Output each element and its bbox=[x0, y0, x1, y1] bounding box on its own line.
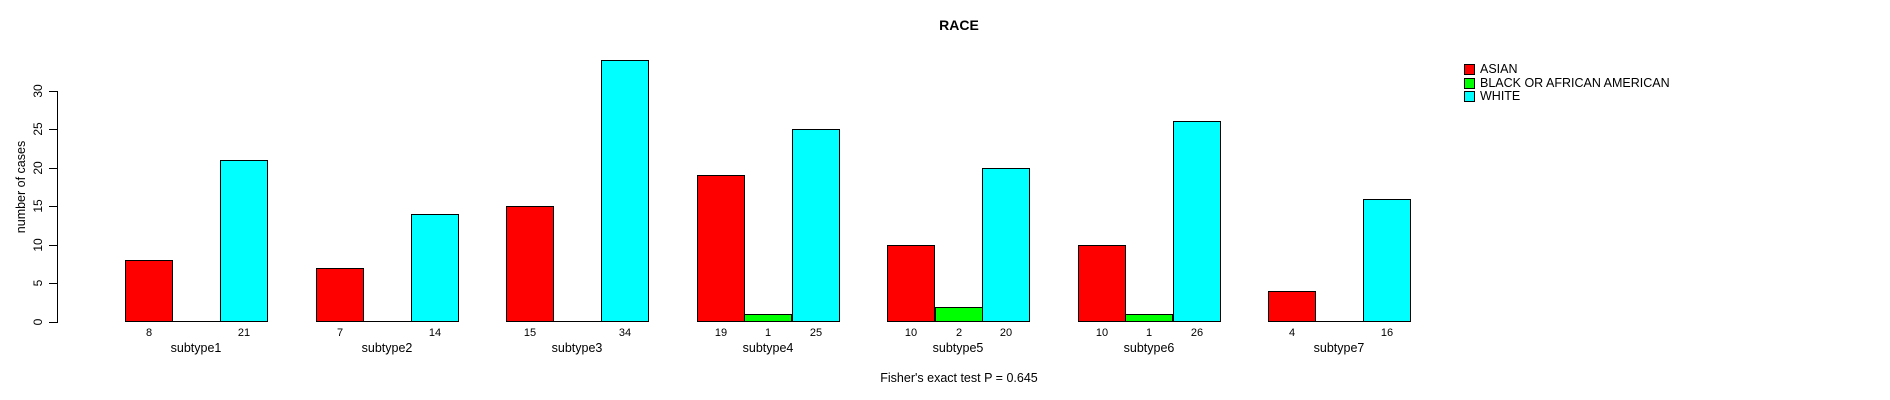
bar-value-label: 1 bbox=[1145, 327, 1153, 339]
bar bbox=[316, 268, 364, 322]
zero-height-bar bbox=[173, 321, 221, 322]
bar-value-label: 34 bbox=[618, 327, 632, 339]
y-tick bbox=[49, 283, 57, 284]
zero-height-bar bbox=[554, 321, 602, 322]
bar-value-label: 19 bbox=[714, 327, 728, 339]
y-tick-label: 25 bbox=[31, 122, 45, 136]
category-label: subtype7 bbox=[1313, 341, 1365, 355]
bar-value-label: 25 bbox=[809, 327, 823, 339]
bar bbox=[1363, 199, 1411, 322]
bar bbox=[982, 168, 1030, 322]
bar bbox=[1268, 291, 1316, 322]
y-axis-line bbox=[57, 91, 58, 323]
bar-value-label: 21 bbox=[237, 327, 251, 339]
footer-annotation: Fisher's exact test P = 0.645 bbox=[880, 371, 1038, 385]
category-label: subtype3 bbox=[551, 341, 603, 355]
bar-value-label: 7 bbox=[336, 327, 344, 339]
bar bbox=[697, 175, 745, 322]
bar-value-label: 14 bbox=[428, 327, 442, 339]
bar-value-label: 26 bbox=[1190, 327, 1204, 339]
legend-swatch bbox=[1464, 91, 1475, 103]
legend-item: ASIAN bbox=[1464, 63, 1518, 76]
legend-item: BLACK OR AFRICAN AMERICAN bbox=[1464, 75, 1670, 90]
y-axis-label: number of cases bbox=[14, 140, 28, 234]
bar-value-label: 2 bbox=[955, 327, 963, 339]
y-tick bbox=[49, 322, 57, 323]
y-tick bbox=[49, 91, 57, 92]
bar-value-label: 8 bbox=[145, 327, 153, 339]
bar-value-label: 10 bbox=[904, 327, 918, 339]
category-label: subtype1 bbox=[170, 341, 222, 355]
legend-label: ASIAN bbox=[1480, 62, 1518, 76]
y-tick bbox=[49, 245, 57, 246]
bar bbox=[506, 206, 554, 322]
bar bbox=[1078, 245, 1126, 322]
bar bbox=[125, 260, 173, 322]
bar bbox=[887, 245, 935, 322]
y-tick-label: 15 bbox=[31, 199, 45, 213]
bar-value-label: 15 bbox=[523, 327, 537, 339]
legend-label: WHITE bbox=[1480, 89, 1521, 104]
bar-value-label: 20 bbox=[999, 327, 1013, 339]
chart-title: RACE bbox=[939, 17, 979, 33]
bar bbox=[1173, 121, 1221, 322]
y-tick-label: 0 bbox=[31, 318, 45, 326]
bar bbox=[220, 160, 268, 322]
bar bbox=[601, 60, 649, 322]
y-tick-label: 5 bbox=[31, 279, 45, 287]
category-label: subtype4 bbox=[742, 341, 794, 355]
bar bbox=[1125, 314, 1173, 322]
bar-value-label: 4 bbox=[1288, 327, 1296, 339]
y-tick bbox=[49, 206, 57, 207]
bar-value-label: 10 bbox=[1095, 327, 1109, 339]
y-tick-label: 30 bbox=[31, 84, 45, 98]
bar-value-label: 1 bbox=[764, 327, 772, 339]
y-tick bbox=[49, 129, 57, 130]
bar bbox=[744, 314, 792, 322]
category-label: subtype2 bbox=[361, 341, 413, 355]
bar bbox=[935, 307, 983, 322]
zero-height-bar bbox=[363, 321, 411, 322]
legend-item: WHITE bbox=[1464, 90, 1520, 103]
y-tick-label: 20 bbox=[31, 161, 45, 175]
legend-label: BLACK OR AFRICAN AMERICAN bbox=[1480, 75, 1670, 90]
bar-value-label: 16 bbox=[1380, 327, 1394, 339]
bar bbox=[411, 214, 459, 322]
bar bbox=[792, 129, 840, 322]
y-tick bbox=[49, 168, 57, 169]
zero-height-bar bbox=[1316, 321, 1364, 322]
legend-swatch bbox=[1464, 64, 1475, 75]
category-label: subtype5 bbox=[932, 341, 984, 355]
y-tick-label: 10 bbox=[31, 238, 45, 252]
legend-swatch bbox=[1464, 77, 1475, 89]
category-label: subtype6 bbox=[1123, 341, 1175, 355]
